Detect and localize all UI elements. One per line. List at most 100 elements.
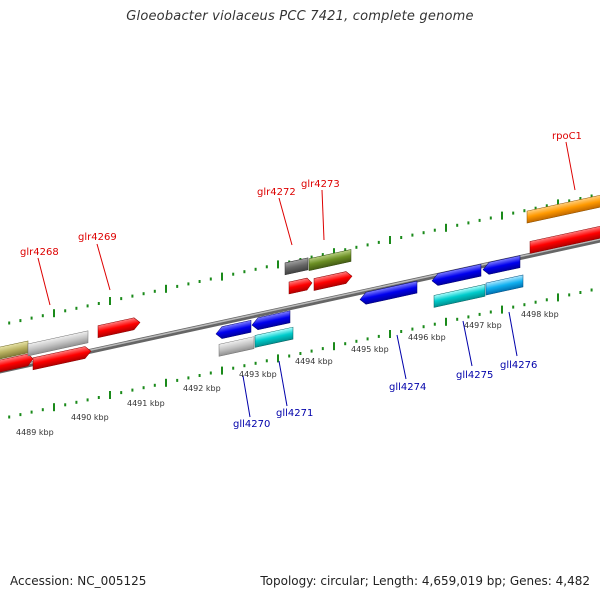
gene-orange[interactable] (526, 193, 600, 224)
major-tick (445, 223, 447, 232)
gene-gll4276[interactable] (485, 274, 524, 296)
scale-label: 4489 kbp (16, 428, 54, 437)
scale-label: 4493 kbp (239, 370, 277, 379)
minor-tick (422, 231, 425, 235)
gene-label-rpoC1: rpoC1 (552, 131, 582, 142)
minor-tick (142, 292, 145, 296)
minor-tick (478, 312, 481, 316)
gene-label-gll4274: gll4274 (389, 382, 426, 393)
gene-label-gll4275: gll4275 (456, 370, 493, 381)
leader-line (242, 375, 251, 418)
gene-gll4270[interactable] (218, 336, 255, 357)
gene-label-glr4268: glr4268 (20, 247, 59, 258)
leader-line (396, 334, 407, 380)
minor-tick (400, 330, 403, 333)
major-tick (389, 330, 391, 338)
minor-tick (243, 270, 246, 274)
minor-tick (30, 410, 33, 414)
minor-tick (187, 282, 190, 286)
minor-tick (344, 342, 347, 346)
gene-label-glr4272: glr4272 (257, 187, 296, 198)
scale-label: 4496 kbp (408, 333, 446, 342)
gene-gll4274[interactable] (359, 280, 418, 305)
minor-tick (489, 310, 492, 314)
minor-tick (310, 349, 313, 353)
gene-blue-b[interactable] (251, 310, 291, 331)
major-tick (53, 309, 55, 318)
minor-tick (187, 376, 190, 380)
gene-glr4269[interactable] (97, 316, 141, 338)
minor-tick (41, 314, 44, 318)
leader-line (278, 360, 288, 407)
minor-tick (489, 216, 492, 220)
minor-tick (512, 211, 515, 215)
gene-blue-a[interactable] (215, 319, 252, 340)
minor-tick (523, 303, 526, 307)
minor-tick (41, 408, 44, 412)
minor-tick (8, 321, 11, 325)
leader-line (462, 320, 473, 367)
scale-label: 4497 kbp (464, 321, 502, 330)
minor-tick (411, 233, 414, 237)
minor-tick (433, 322, 436, 326)
gene-gll4275[interactable] (433, 283, 486, 308)
gene-label-gll4270: gll4270 (233, 419, 270, 430)
minor-tick (243, 364, 246, 368)
minor-tick (64, 403, 67, 407)
gene-glr4268-partner[interactable] (32, 345, 92, 371)
minor-tick (523, 209, 526, 213)
reverse-gene-labels: gll4270 gll4271 gll4274 gll4275 gll4276 (233, 311, 537, 430)
minor-tick (97, 302, 100, 305)
minor-tick (512, 305, 515, 309)
minor-tick (198, 280, 201, 283)
scale-label: 4494 kbp (295, 357, 333, 366)
minor-tick (176, 378, 179, 382)
scale-label: 4495 kbp (351, 345, 389, 354)
gene-blue-c[interactable] (431, 263, 482, 287)
minor-tick (120, 297, 123, 301)
minor-tick (19, 413, 22, 417)
leader-line (278, 197, 293, 246)
gene-blue-d[interactable] (482, 255, 521, 276)
gene-glr4268[interactable] (0, 353, 34, 375)
minor-tick (153, 383, 156, 387)
leader-line (96, 243, 111, 291)
major-tick (557, 199, 559, 208)
minor-tick (299, 352, 302, 355)
minor-tick (467, 221, 470, 225)
minor-tick (86, 304, 89, 308)
scale-label: 4490 kbp (71, 413, 109, 422)
minor-tick (467, 315, 470, 319)
minor-tick (433, 228, 436, 232)
reverse-genes (215, 255, 524, 357)
minor-tick (153, 289, 156, 293)
minor-tick (19, 319, 22, 323)
forward-gene-labels: glr4268 glr4269 glr4272 glr4273 rpoC1 (20, 131, 582, 306)
minor-tick (254, 267, 257, 271)
gene-gray[interactable] (27, 330, 89, 357)
gene-rpoC1[interactable] (529, 224, 600, 254)
gene-olive[interactable] (308, 249, 352, 271)
minor-tick (209, 277, 212, 281)
gene-label-gll4271: gll4271 (276, 408, 313, 419)
major-tick (165, 284, 167, 293)
scale-label: 4492 kbp (183, 384, 221, 393)
minor-tick (568, 199, 571, 203)
major-tick (277, 354, 279, 363)
leader-line (37, 257, 51, 306)
major-tick (165, 378, 167, 387)
scale-label: 4491 kbp (127, 399, 165, 408)
gene-glr4273[interactable] (313, 270, 353, 291)
minor-tick (8, 415, 11, 419)
minor-tick (254, 361, 257, 365)
gene-darkgray[interactable] (284, 257, 309, 276)
major-tick (445, 317, 447, 326)
major-tick (333, 342, 335, 351)
minor-tick (534, 206, 537, 210)
major-tick (501, 305, 503, 314)
gene-glr4272[interactable] (288, 277, 313, 295)
gene-gll4271[interactable] (254, 326, 294, 348)
minor-tick (545, 298, 548, 302)
minor-tick (355, 245, 358, 249)
minor-tick (321, 253, 324, 257)
